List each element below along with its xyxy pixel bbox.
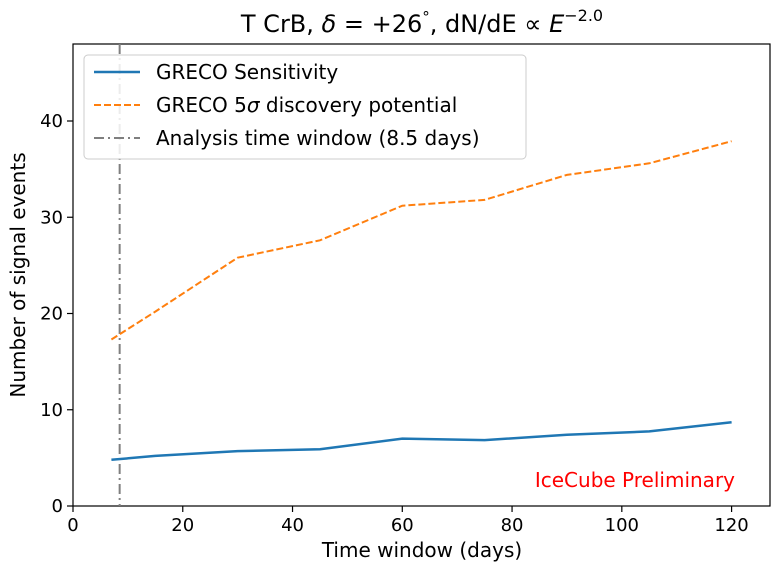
legend-label-sensitivity: GRECO Sensitivity	[156, 60, 338, 84]
title-exponent: −2.0	[564, 6, 603, 25]
plot-area	[110, 44, 732, 506]
title-mid: , dN/dE ∝	[430, 10, 549, 38]
x-tick-label: 40	[281, 515, 304, 536]
title-prefix: T CrB,	[240, 10, 322, 38]
legend: GRECO Sensitivity GRECO 5σ discovery pot…	[83, 54, 527, 160]
title-delta: δ	[322, 10, 337, 38]
legend-discovery-prefix: GRECO 5	[156, 93, 247, 117]
legend-box	[83, 54, 527, 160]
y-tick-label: 40	[40, 111, 63, 132]
x-axis-label: Time window (days)	[321, 538, 522, 562]
y-axis-label: Number of signal events	[6, 152, 30, 397]
y-tick-label: 0	[52, 496, 63, 517]
icecube-preliminary-label: IceCube Preliminary	[535, 468, 735, 492]
x-tick-label: 100	[605, 515, 639, 536]
series-line-sensitivity	[111, 421, 732, 462]
legend-label-discovery: GRECO 5σ discovery potential	[156, 93, 457, 117]
series-line-discovery-potential	[110, 140, 732, 341]
legend-discovery-sigma: σ	[247, 93, 261, 117]
x-tick-label: 120	[714, 515, 748, 536]
title-degree: °	[422, 8, 430, 26]
title-energy: E	[549, 10, 565, 38]
x-tick-label: 20	[171, 515, 194, 536]
x-tick-label: 60	[391, 515, 414, 536]
x-tick-label: 0	[67, 515, 78, 536]
title-eq: = +26	[336, 10, 422, 38]
y-tick-label: 20	[40, 304, 63, 325]
x-tick-label: 80	[501, 515, 524, 536]
legend-label-window: Analysis time window (8.5 days)	[156, 126, 480, 150]
x-axis: 0 20 40 60 80 100 120	[67, 506, 749, 536]
y-axis: 0 10 20 30 40	[40, 111, 73, 517]
legend-discovery-suffix: discovery potential	[260, 93, 458, 117]
y-tick-label: 10	[40, 400, 63, 421]
plot-frame	[72, 43, 771, 507]
chart-title: T CrB, δ = +26°, dN/dE ∝ E−2.0	[240, 6, 603, 38]
y-tick-label: 30	[40, 207, 63, 228]
